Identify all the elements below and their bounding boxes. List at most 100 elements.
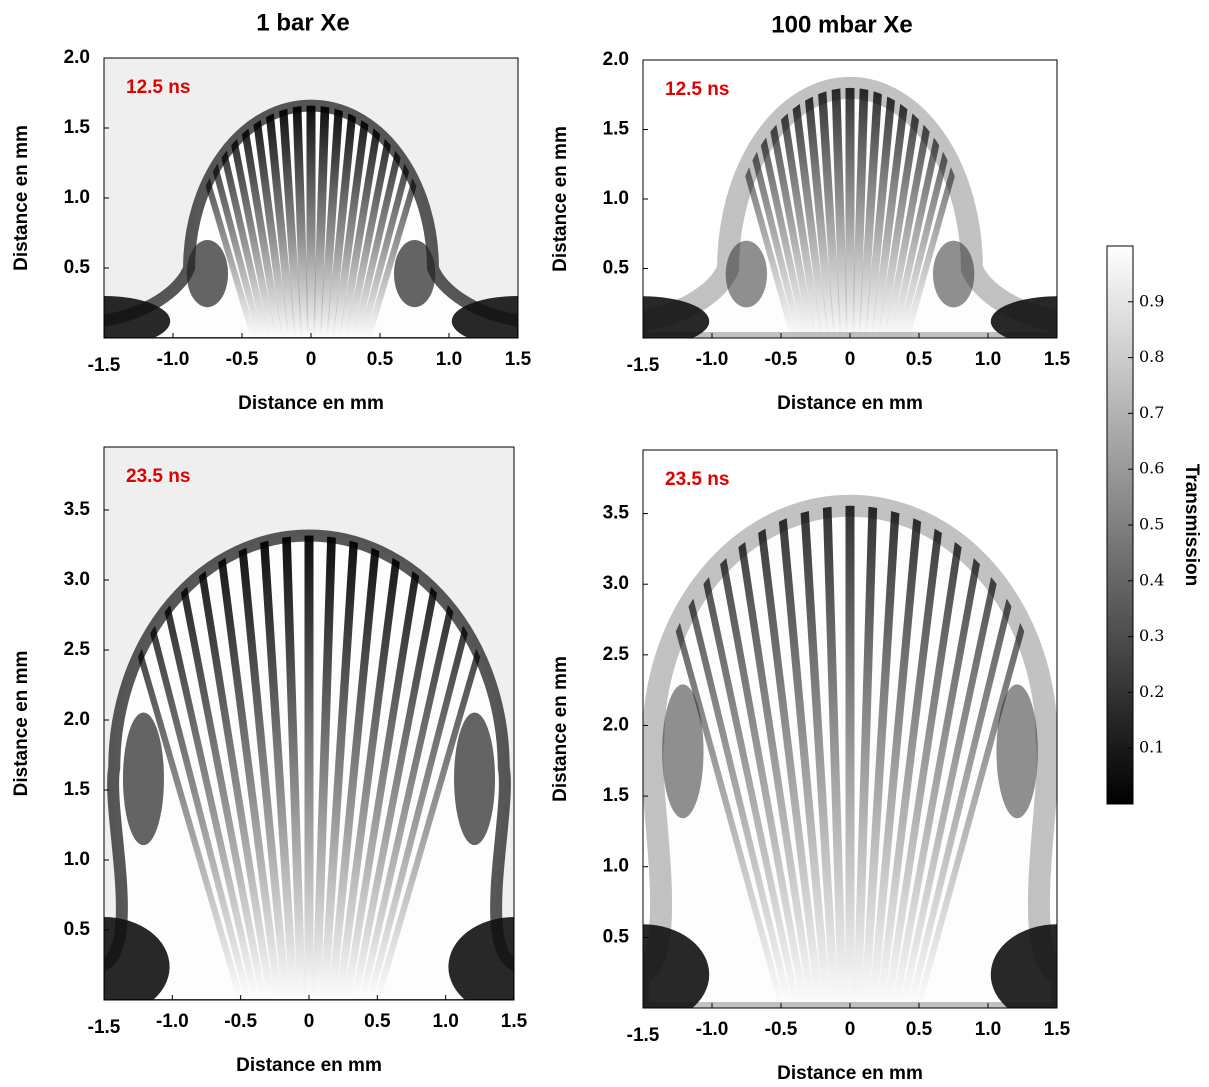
finger [319, 535, 382, 1000]
time-annotation: 23.5 ns [126, 466, 190, 487]
finger [281, 535, 309, 1000]
colorbar-tick-label: 0.8 [1139, 347, 1164, 366]
finger [221, 105, 285, 338]
simulation-image [643, 60, 1057, 338]
y-tick-label: 1.5 [64, 117, 91, 138]
finger [236, 535, 299, 1000]
finger [866, 87, 912, 338]
y-tick-label: 2.5 [603, 644, 630, 665]
y-tick-label: 1.0 [603, 188, 629, 209]
x-tick-label: 1.5 [1044, 1019, 1071, 1040]
y-tick-label: 3.5 [603, 503, 630, 524]
colorbar-tick-label: 0.4 [1139, 570, 1164, 589]
y-tick-label: 0.5 [64, 257, 91, 278]
y-tick-label: 2.0 [64, 709, 90, 730]
colorbar-tick-label: 0.3 [1139, 626, 1164, 645]
x-axis-label: Distance en mm [236, 1055, 382, 1076]
finger [876, 505, 993, 1008]
finger [802, 87, 840, 338]
finger [324, 535, 405, 1000]
y-tick-label: 2.0 [603, 49, 629, 70]
finger [334, 535, 451, 1000]
simulation-image [104, 447, 514, 1000]
colorbar-tick-label: 0.6 [1139, 459, 1164, 478]
finger [855, 505, 901, 1008]
y-axis-label: Distance en mm [11, 125, 32, 271]
x-tick-label: -1.0 [696, 349, 729, 370]
finger [337, 105, 401, 338]
finger [278, 105, 306, 338]
x-tick-label: 1.0 [432, 1011, 458, 1032]
x-tick-label: -1.0 [696, 1019, 729, 1040]
finger [332, 105, 387, 338]
dark-region [451, 296, 518, 338]
x-tick-label: 1.5 [505, 349, 532, 370]
x-axis-label: Distance en mm [777, 1063, 923, 1082]
simulation-image [104, 58, 518, 338]
finger [190, 535, 289, 1000]
finger [881, 505, 1016, 1008]
x-tick-label: 0.5 [367, 349, 394, 370]
finger [855, 87, 883, 338]
time-annotation: 12.5 ns [665, 79, 729, 100]
finger [684, 505, 819, 1008]
finger [871, 87, 926, 338]
x-tick-label: 0 [306, 349, 317, 370]
colorbar-label: Transmission [1181, 464, 1202, 587]
x-tick-label: -1.5 [88, 1017, 121, 1038]
colorbar-tick-label: 0.2 [1139, 682, 1164, 701]
x-tick-label: 0.5 [906, 349, 933, 370]
dark-region [990, 296, 1057, 338]
finger [329, 535, 428, 1000]
finger [213, 535, 294, 1000]
chart-title: 1 bar Xe [256, 9, 349, 36]
dark-region [662, 684, 704, 819]
finger [850, 505, 878, 1008]
finger [730, 505, 829, 1008]
y-tick-label: 2.0 [64, 47, 90, 68]
x-tick-label: -1.5 [88, 355, 121, 376]
finger [311, 105, 330, 338]
finger [327, 105, 373, 338]
y-tick-label: 1.5 [64, 779, 91, 800]
finger [235, 105, 290, 338]
time-annotation: 12.5 ns [126, 77, 190, 98]
finger [167, 535, 284, 1000]
x-tick-label: 1.5 [501, 1011, 528, 1032]
y-tick-label: 2.5 [64, 639, 91, 660]
finger [263, 105, 301, 338]
dark-region [643, 924, 710, 1008]
y-tick-label: 1.5 [603, 119, 630, 140]
x-tick-label: 1.0 [436, 349, 462, 370]
finger [309, 535, 337, 1000]
finger [866, 505, 947, 1008]
finger [314, 535, 360, 1000]
y-tick-label: 2.0 [603, 714, 629, 735]
y-tick-label: 3.5 [64, 499, 91, 520]
finger [292, 105, 311, 338]
colorbar-tick-label: 0.5 [1139, 515, 1164, 534]
dark-region [932, 240, 975, 308]
finger [258, 535, 304, 1000]
y-axis-label: Distance en mm [550, 656, 571, 802]
x-tick-label: 1.0 [975, 349, 1001, 370]
dark-region [990, 924, 1057, 1008]
dark-region [448, 917, 514, 1000]
dark-region [186, 240, 229, 308]
y-axis-label: Distance en mm [550, 126, 571, 272]
x-tick-label: 1.0 [975, 1019, 1001, 1040]
y-tick-label: 1.5 [603, 785, 630, 806]
dark-region [393, 240, 436, 308]
x-tick-label: 0 [845, 349, 856, 370]
y-tick-label: 0.5 [64, 919, 91, 940]
x-axis-label: Distance en mm [777, 393, 923, 414]
finger [860, 505, 924, 1008]
finger [321, 105, 359, 338]
finger [340, 535, 473, 1000]
x-tick-label: -1.0 [156, 1011, 189, 1032]
y-tick-label: 3.0 [64, 569, 90, 590]
x-tick-label: -1.0 [157, 349, 190, 370]
